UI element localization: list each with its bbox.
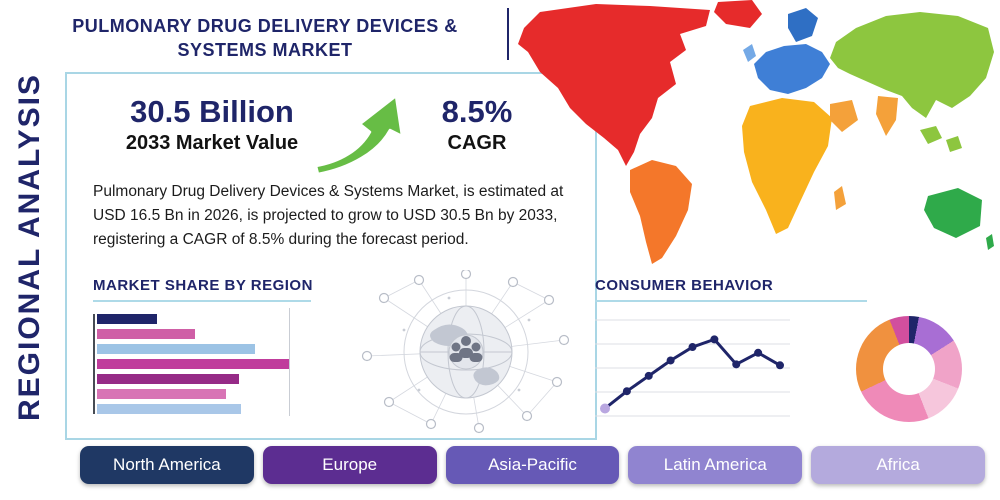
bar-region-5 (97, 374, 240, 384)
region-button-label: Latin America (663, 455, 767, 474)
map-madagascar (834, 186, 846, 210)
map-north-america (518, 4, 710, 166)
cagr-value: 8.5% (441, 94, 513, 129)
map-greenland (714, 0, 762, 28)
consumer-behavior-underline (595, 300, 867, 302)
market-share-title: MARKET SHARE BY REGION (93, 277, 313, 294)
region-button-africa[interactable]: Africa (811, 446, 985, 484)
consumer-behavior-line-chart (595, 319, 790, 417)
bar-region-2 (97, 329, 196, 339)
map-arabia (830, 100, 858, 132)
map-se-asia-1 (920, 126, 942, 144)
map-asia (830, 12, 994, 118)
title-divider (507, 8, 509, 60)
market-value: 30.5 Billion (130, 94, 294, 129)
map-scandinavia (788, 8, 818, 42)
map-africa (742, 98, 832, 234)
region-button-asia-pacific[interactable]: Asia-Pacific (445, 446, 620, 484)
globe-network-graphic (361, 270, 570, 434)
map-india (876, 96, 898, 136)
market-share-bar-chart (93, 308, 299, 416)
bar-chart-gridline (289, 308, 291, 416)
market-share-section: MARKET SHARE BY REGION (93, 277, 323, 419)
region-button-label: Asia-Pacific (488, 455, 577, 474)
bar-region-3 (97, 344, 255, 354)
market-value-block: 30.5 Billion 2033 Market Value (87, 94, 337, 155)
map-new-zealand (986, 234, 994, 250)
map-se-asia-2 (946, 136, 962, 152)
region-button-label: North America (113, 455, 221, 474)
world-map (518, 0, 994, 264)
region-button-north-america[interactable]: North America (80, 446, 254, 484)
consumer-behavior-title: CONSUMER BEHAVIOR (595, 277, 774, 294)
cagr-label: CAGR (447, 132, 507, 154)
map-australia (924, 188, 982, 238)
map-europe (754, 44, 830, 94)
donut-hole (883, 343, 935, 395)
people-icon (449, 336, 483, 362)
bar-region-4 (97, 359, 290, 369)
bar-region-6 (97, 389, 226, 399)
region-button-label: Africa (876, 455, 920, 474)
growth-arrow-icon (314, 94, 404, 174)
summary-card: 30.5 Billion 2033 Market Value 8.5% CAGR… (65, 72, 597, 440)
region-button-europe[interactable]: Europe (262, 446, 437, 484)
market-share-underline (93, 300, 311, 302)
region-buttons: North America Europe Asia-Pacific Latin Ame… (80, 446, 985, 484)
page-title: PULMONARY DRUG DELIVERY DEVICES & SYSTEM… (72, 16, 458, 61)
bar-region-1 (97, 314, 157, 324)
cagr-block: 8.5% CAGR (397, 94, 557, 155)
region-share-donut-chart (856, 316, 962, 422)
side-label-regional-analysis: REGIONAL ANALYSIS (13, 73, 46, 422)
region-button-label: Europe (322, 455, 378, 474)
market-description: Pulmonary Drug Delivery Devices & System… (93, 183, 564, 249)
region-button-latin-america[interactable]: Latin America (628, 446, 803, 484)
consumer-behavior-section: CONSUMER BEHAVIOR (595, 277, 870, 426)
bar-region-7 (97, 404, 242, 414)
market-value-label: 2033 Market Value (125, 132, 299, 154)
map-uk (743, 44, 756, 62)
map-south-america (630, 160, 692, 264)
